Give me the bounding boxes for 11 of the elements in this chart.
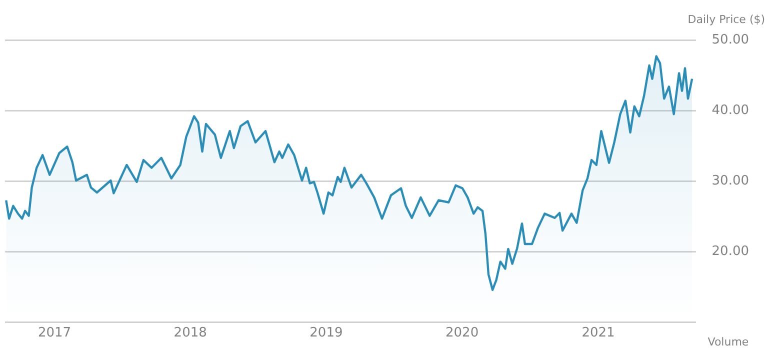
y-tick-label: 20.00 xyxy=(712,244,749,260)
x-tick-label: 2017 xyxy=(38,326,72,341)
x-tick-label: 2020 xyxy=(446,326,479,341)
x-tick-label: 2021 xyxy=(582,326,615,341)
x-tick-label: 2018 xyxy=(174,326,207,341)
x-tick-label: 2019 xyxy=(310,326,343,341)
y-axis-title: Daily Price ($) xyxy=(688,12,766,26)
y-tick-label: 40.00 xyxy=(712,102,749,118)
y-tick-label: 30.00 xyxy=(712,174,749,189)
text: Volume xyxy=(708,335,749,348)
y-tick-label: 50.00 xyxy=(712,32,749,48)
